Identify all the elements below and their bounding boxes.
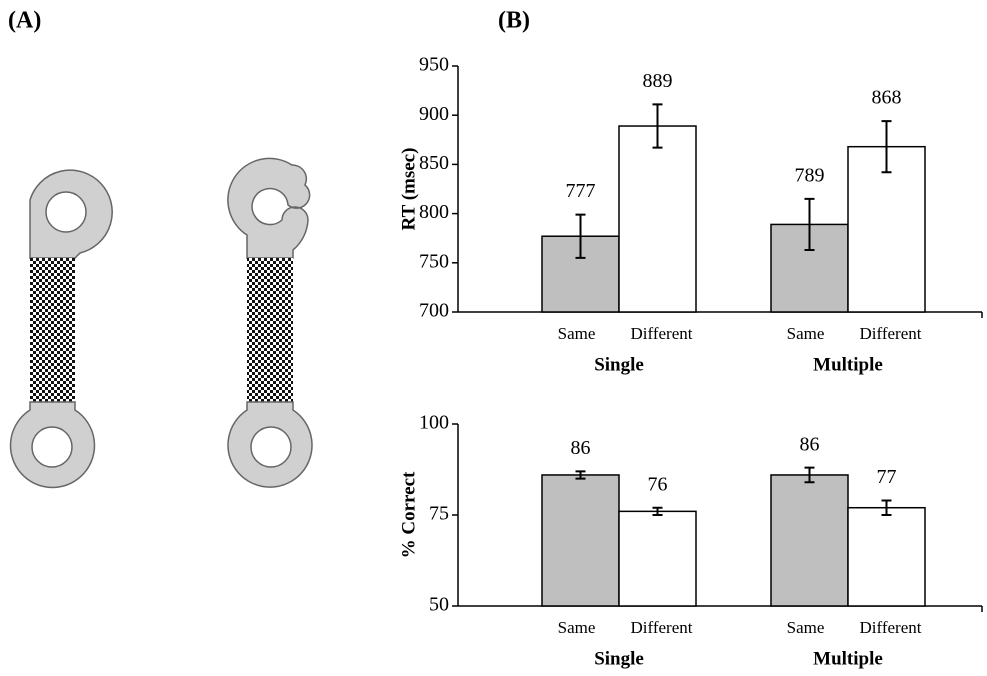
value-label: 777 <box>566 180 596 202</box>
y-tick-label: 950 <box>419 54 449 76</box>
y-tick-label: 700 <box>419 300 449 322</box>
error-bar <box>804 466 815 484</box>
error-bar <box>881 499 892 516</box>
value-label: 889 <box>643 70 673 92</box>
bar <box>618 125 697 313</box>
x-tick-label: Different <box>631 324 693 343</box>
x-tick-label: Different <box>860 324 922 343</box>
value-label: 789 <box>795 164 825 186</box>
y-tick-label: 850 <box>419 152 449 174</box>
y-tick-label: 900 <box>419 103 449 125</box>
error-bar <box>652 506 663 516</box>
group-label: Multiple <box>813 648 883 669</box>
bar <box>770 474 849 607</box>
error-bar <box>575 470 586 480</box>
y-axis-label: RT (msec) <box>398 148 419 231</box>
panel-label: (B) <box>498 8 530 34</box>
bar <box>847 506 926 607</box>
error-bar <box>652 103 663 149</box>
value-label: 86 <box>571 437 591 459</box>
x-tick-label: Same <box>558 618 596 637</box>
y-tick-label: 100 <box>419 412 449 434</box>
value-label: 76 <box>648 473 668 495</box>
x-tick-label: Same <box>787 618 825 637</box>
group-label: Single <box>594 354 644 375</box>
value-label: 868 <box>872 87 902 109</box>
y-tick-label: 800 <box>419 201 449 223</box>
value-label: 77 <box>877 466 897 488</box>
y-tick-label: 75 <box>429 503 449 525</box>
bar <box>618 510 697 607</box>
y-tick-label: 750 <box>419 250 449 272</box>
x-tick-label: Same <box>558 324 596 343</box>
x-tick-label: Different <box>631 618 693 637</box>
group-label: Single <box>594 648 644 669</box>
panel-label: (A) <box>8 8 41 34</box>
object-diagram <box>9 157 313 489</box>
y-tick-label: 50 <box>429 594 449 616</box>
group-label: Multiple <box>813 354 883 375</box>
error-bar <box>575 213 586 259</box>
error-bar <box>881 120 892 174</box>
error-bar <box>804 197 815 252</box>
x-tick-label: Different <box>860 618 922 637</box>
x-tick-label: Same <box>787 324 825 343</box>
y-axis-label: % Correct <box>398 471 419 558</box>
value-label: 86 <box>800 433 820 455</box>
bar <box>541 474 620 607</box>
